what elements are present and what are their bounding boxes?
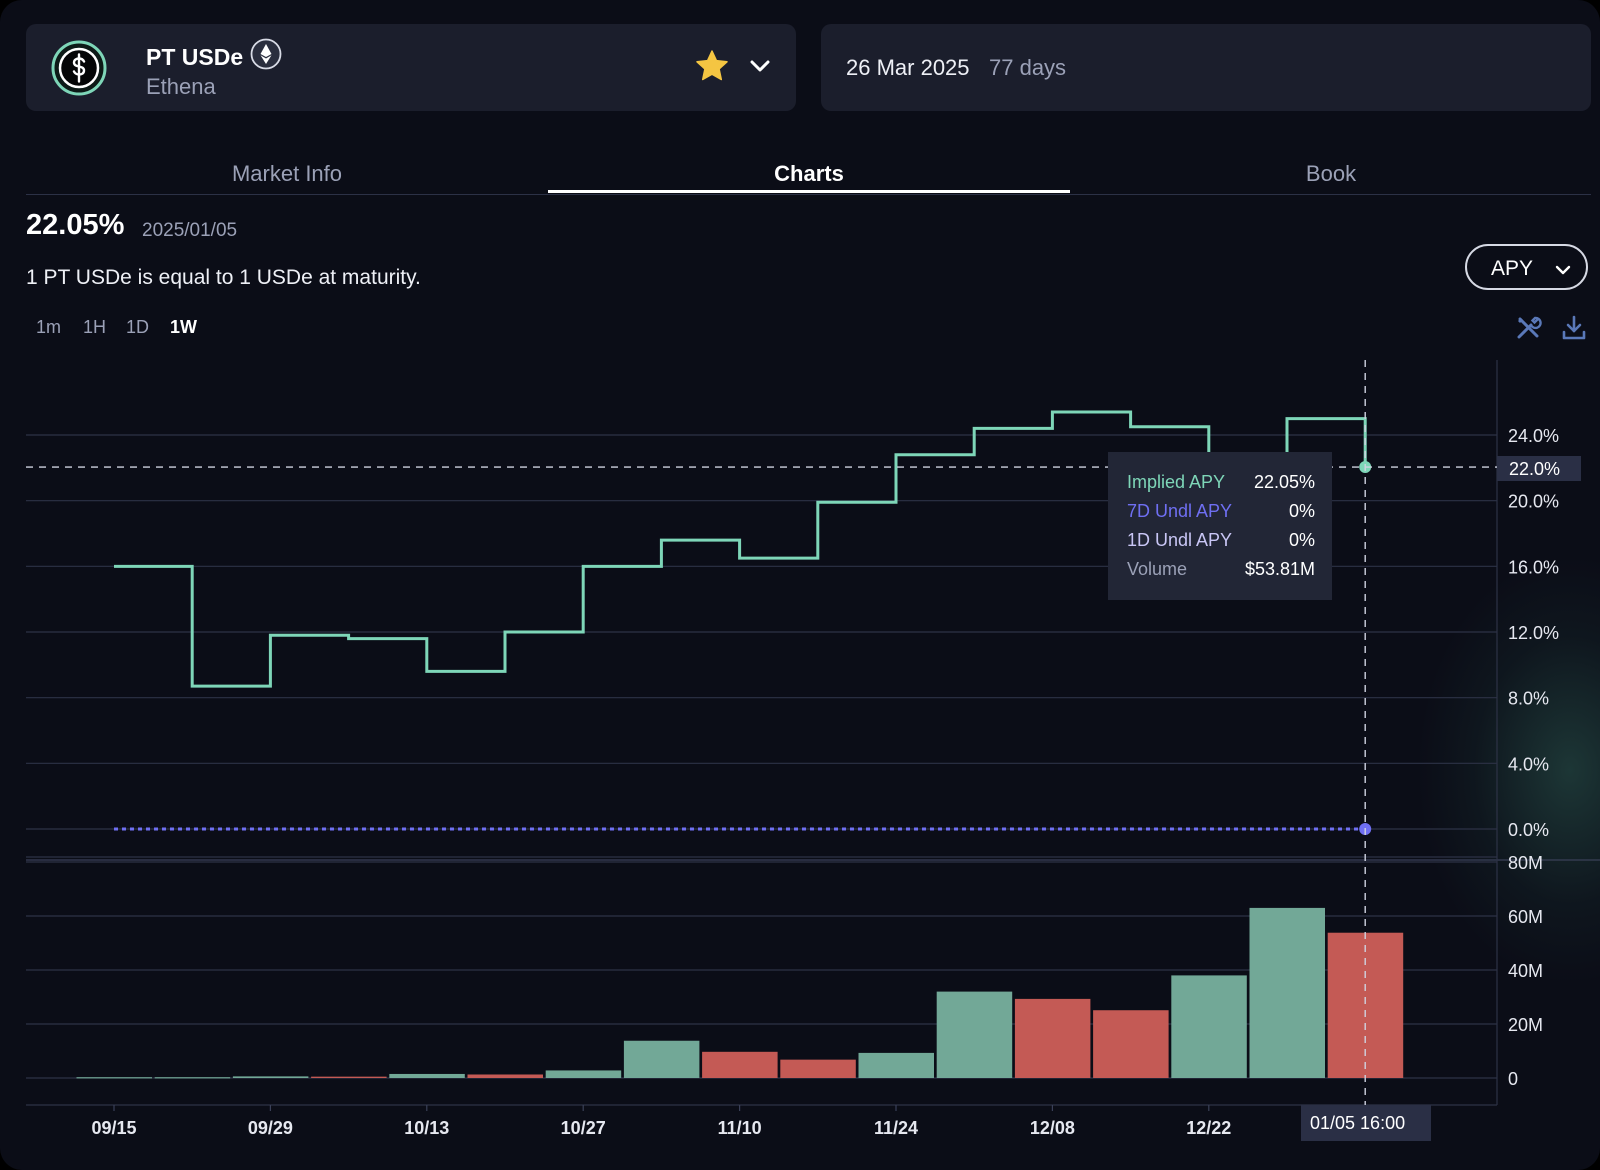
tooltip-value: $53.81M <box>1244 559 1315 579</box>
y-tick-label: 80M <box>1508 853 1543 873</box>
tab-market-info[interactable]: Market Info <box>231 161 343 186</box>
current-apy-date: 2025/01/05 <box>142 220 238 241</box>
volume-bar <box>232 1076 309 1078</box>
timeframe-1d[interactable]: 1D <box>126 317 150 337</box>
volume-bar <box>1249 907 1325 1078</box>
market-name: PT USDe <box>146 44 244 70</box>
tooltip-value: 22.05% <box>1253 472 1315 492</box>
crosshair-x-label: 01/05 16:00 <box>1301 1105 1431 1141</box>
volume-bar <box>1327 932 1404 1078</box>
timeframe-1m[interactable]: 1m <box>36 317 62 337</box>
volume-bar <box>467 1074 543 1078</box>
maturity-card: 26 Mar 2025 77 days <box>821 24 1591 111</box>
x-tick-label: 11/24 <box>874 1118 918 1138</box>
crosshair-x-value: 01/05 16:00 <box>1310 1113 1406 1133</box>
y-tick-label: 0 <box>1508 1069 1518 1089</box>
y-tick-label: 8.0% <box>1508 689 1549 709</box>
current-apy: 22.05% <box>26 209 125 241</box>
y-tick-label: 20M <box>1508 1015 1543 1035</box>
y-tick-label: 16.0% <box>1508 557 1559 577</box>
tooltip-value: 0% <box>1288 501 1315 521</box>
x-tick-label: 11/10 <box>718 1118 762 1138</box>
download-icon[interactable] <box>1560 314 1588 342</box>
x-tick-label: 09/29 <box>248 1118 293 1138</box>
chart-tooltip: Implied APY 22.05% 7D Undl APY 0% 1D Und… <box>1108 452 1332 600</box>
timeframe-1h[interactable]: 1H <box>83 317 107 337</box>
tools-icon[interactable] <box>1514 314 1542 342</box>
metric-select[interactable]: APY <box>1465 244 1588 290</box>
tab-charts[interactable]: Charts <box>774 161 844 186</box>
tooltip-label: 7D Undl APY <box>1127 501 1233 521</box>
crosshair-y-value: 22.0% <box>1509 459 1561 479</box>
y-tick-label: 0.0% <box>1508 820 1549 840</box>
x-tick-label: 10/27 <box>561 1118 606 1138</box>
ethereum-icon <box>250 38 282 70</box>
implied-apy-line <box>114 410 1367 688</box>
dollar-coin-icon <box>51 40 107 96</box>
maturity-note: 1 PT USDe is equal to 1 USDe at maturity… <box>26 266 421 289</box>
tooltip-value: 0% <box>1288 530 1315 550</box>
volume-bar <box>780 1059 856 1078</box>
crosshair-y-label: 22.0% <box>1497 456 1581 481</box>
y-tick-label: 20.0% <box>1508 492 1559 512</box>
x-tick-label: 10/13 <box>404 1118 449 1138</box>
x-tick-label: 12/08 <box>1030 1118 1075 1138</box>
volume-bar <box>1093 1010 1169 1078</box>
maturity-date: 26 Mar 2025 <box>846 55 970 80</box>
volume-bar <box>858 1052 934 1078</box>
tooltip-label: Volume <box>1127 559 1188 579</box>
chevron-down-icon[interactable] <box>746 52 774 80</box>
metric-select-value: APY <box>1491 257 1534 280</box>
days-to-maturity: 77 days <box>989 55 1067 80</box>
timeframe-1w[interactable]: 1W <box>170 317 197 337</box>
tab-book[interactable]: Book <box>1305 161 1357 186</box>
tooltip-label: 1D Undl APY <box>1127 530 1233 550</box>
volume-bar <box>389 1073 465 1078</box>
chevron-down-icon <box>1555 265 1571 275</box>
volume-bar <box>76 1077 152 1079</box>
volume-bar <box>545 1070 622 1078</box>
y-tick-label: 12.0% <box>1508 623 1559 643</box>
market-issuer: Ethena <box>146 74 216 99</box>
volume-bar <box>702 1051 778 1078</box>
y-tick-label: 4.0% <box>1508 754 1549 774</box>
y-tick-label: 24.0% <box>1508 426 1559 446</box>
volume-bar <box>311 1076 387 1078</box>
volume-bar <box>623 1040 700 1078</box>
volume-bar <box>936 991 1013 1078</box>
x-tick-label: 12/22 <box>1186 1118 1231 1138</box>
tooltip-label: Implied APY <box>1127 472 1226 492</box>
active-tab-indicator <box>548 190 1070 193</box>
x-tick-label: 09/15 <box>91 1118 136 1138</box>
tab-bar: Market Info Charts Book <box>26 150 1591 195</box>
volume-bar <box>1014 998 1091 1078</box>
volume-bar <box>154 1077 231 1079</box>
y-tick-label: 60M <box>1508 907 1543 927</box>
market-selector[interactable]: PT USDe Ethena <box>26 24 796 111</box>
star-icon[interactable] <box>694 48 730 84</box>
y-tick-label: 40M <box>1508 961 1543 981</box>
volume-bar <box>1171 975 1247 1078</box>
